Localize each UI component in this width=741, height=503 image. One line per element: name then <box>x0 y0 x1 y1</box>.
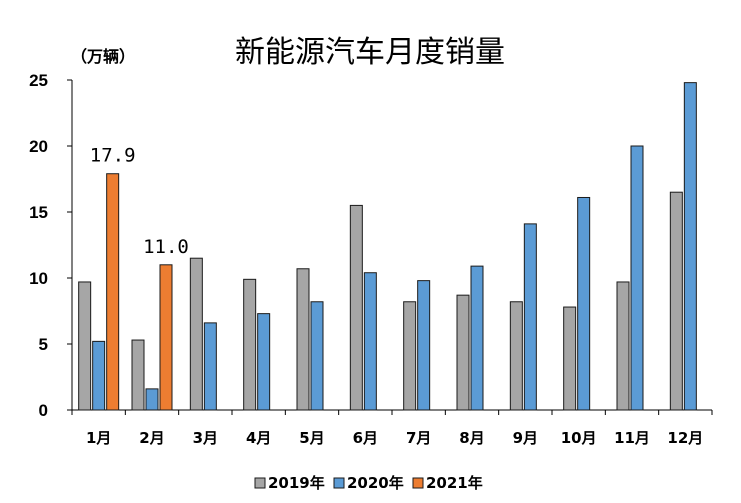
legend-swatch <box>412 477 424 489</box>
bar-2019年-8月 <box>456 294 470 411</box>
bar-2020年-8月 <box>470 265 484 411</box>
bar-2019年-9月 <box>509 301 523 411</box>
x-tick-label: 2月 <box>139 429 164 447</box>
x-tick-label: 6月 <box>353 429 378 447</box>
x-tick-label: 10月 <box>561 429 597 447</box>
bar-2020年-3月 <box>203 322 217 411</box>
bar-2019年-12月 <box>669 191 683 411</box>
y-tick-label: 10 <box>29 269 48 288</box>
y-tick-label: 5 <box>39 335 48 354</box>
bar-2020年-9月 <box>523 223 537 411</box>
bar-2020年-12月 <box>683 82 697 411</box>
x-tick-label: 12月 <box>667 429 703 447</box>
bar-2020年-10月 <box>577 196 591 411</box>
y-tick-label: 25 <box>29 71 48 90</box>
legend: 2019年 2020年 2021年 <box>254 474 483 492</box>
legend-label: 2019年 <box>268 474 325 492</box>
x-tick-label: 3月 <box>193 429 218 447</box>
bar-2021年-1月 <box>106 173 120 411</box>
x-tick-label: 11月 <box>614 429 650 447</box>
bar-2019年-5月 <box>296 268 310 411</box>
x-tick-label: 5月 <box>299 429 324 447</box>
y-axis-unit: （万辆） <box>71 47 135 66</box>
bar-2019年-10月 <box>563 306 577 411</box>
bar-2020年-11月 <box>630 145 644 411</box>
legend-swatch <box>254 477 266 489</box>
bar-2020年-7月 <box>417 280 431 411</box>
bar-2021年-2月 <box>159 264 173 411</box>
x-tick-label: 7月 <box>406 429 431 447</box>
bar-2019年-6月 <box>349 204 363 411</box>
plot-area: 0 5 10 15 20 25 1月 2月 3月 4月 5月 6月 7月 8月 9月 10月 11月 12月 17.… <box>29 71 713 447</box>
x-tick-label: 8月 <box>459 429 484 447</box>
y-tick-label: 20 <box>29 137 48 156</box>
data-label: 11.0 <box>143 236 189 258</box>
bar-2019年-2月 <box>131 339 145 411</box>
bar-2019年-1月 <box>78 281 92 411</box>
legend-label: 2021年 <box>426 474 483 492</box>
bar-2020年-4月 <box>257 313 271 411</box>
chart-title: 新能源汽车月度销量 <box>235 35 505 70</box>
legend-label: 2020年 <box>347 474 404 492</box>
bar-2019年-4月 <box>243 278 257 411</box>
bar-2019年-7月 <box>403 301 417 411</box>
bar-2020年-1月 <box>92 340 106 411</box>
bar-2019年-3月 <box>189 257 203 411</box>
x-tick-label: 9月 <box>513 429 538 447</box>
bar-2020年-5月 <box>310 301 324 411</box>
bar-2019年-11月 <box>616 281 630 411</box>
bar-2020年-2月 <box>145 388 159 411</box>
data-label: 17.9 <box>90 145 136 167</box>
x-tick-label: 1月 <box>86 429 111 447</box>
legend-swatch <box>333 477 345 489</box>
bar-2020年-6月 <box>363 272 377 411</box>
x-tick-label: 4月 <box>246 429 271 447</box>
y-tick-label: 15 <box>29 203 48 222</box>
y-tick-label: 0 <box>39 401 48 420</box>
